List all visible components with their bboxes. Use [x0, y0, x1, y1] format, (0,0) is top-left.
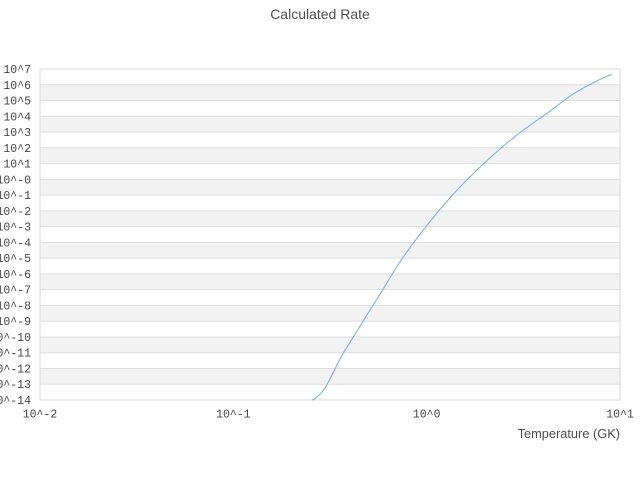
svg-text:10^-8: 10^-8 — [0, 300, 31, 313]
svg-text:10^3: 10^3 — [3, 127, 31, 140]
svg-text:10^-0: 10^-0 — [0, 174, 31, 187]
svg-text:10^4: 10^4 — [3, 111, 31, 124]
svg-text:10^-6: 10^-6 — [0, 269, 31, 282]
svg-text:10^-11: 10^-11 — [0, 348, 31, 361]
svg-text:10^1: 10^1 — [3, 159, 31, 172]
svg-text:10^-5: 10^-5 — [0, 253, 31, 266]
svg-text:10^-4: 10^-4 — [0, 237, 31, 250]
svg-text:10^-2: 10^-2 — [23, 409, 58, 422]
svg-text:10^-7: 10^-7 — [0, 285, 31, 298]
svg-text:10^7: 10^7 — [3, 64, 31, 77]
svg-text:10^-1: 10^-1 — [216, 409, 251, 422]
svg-text:10^1: 10^1 — [606, 409, 634, 422]
svg-text:10^0: 10^0 — [413, 409, 441, 422]
svg-text:10^-13: 10^-13 — [0, 379, 31, 392]
svg-text:10^-1: 10^-1 — [0, 190, 31, 203]
svg-text:10^-12: 10^-12 — [0, 363, 31, 376]
svg-text:10^-10: 10^-10 — [0, 332, 31, 345]
svg-text:10^-9: 10^-9 — [0, 316, 31, 329]
svg-text:10^-3: 10^-3 — [0, 222, 31, 235]
svg-text:10^6: 10^6 — [3, 80, 31, 93]
svg-text:10^-2: 10^-2 — [0, 206, 31, 219]
svg-text:10^5: 10^5 — [3, 96, 31, 109]
svg-text:10^-14: 10^-14 — [0, 395, 31, 408]
svg-text:10^2: 10^2 — [3, 143, 31, 156]
